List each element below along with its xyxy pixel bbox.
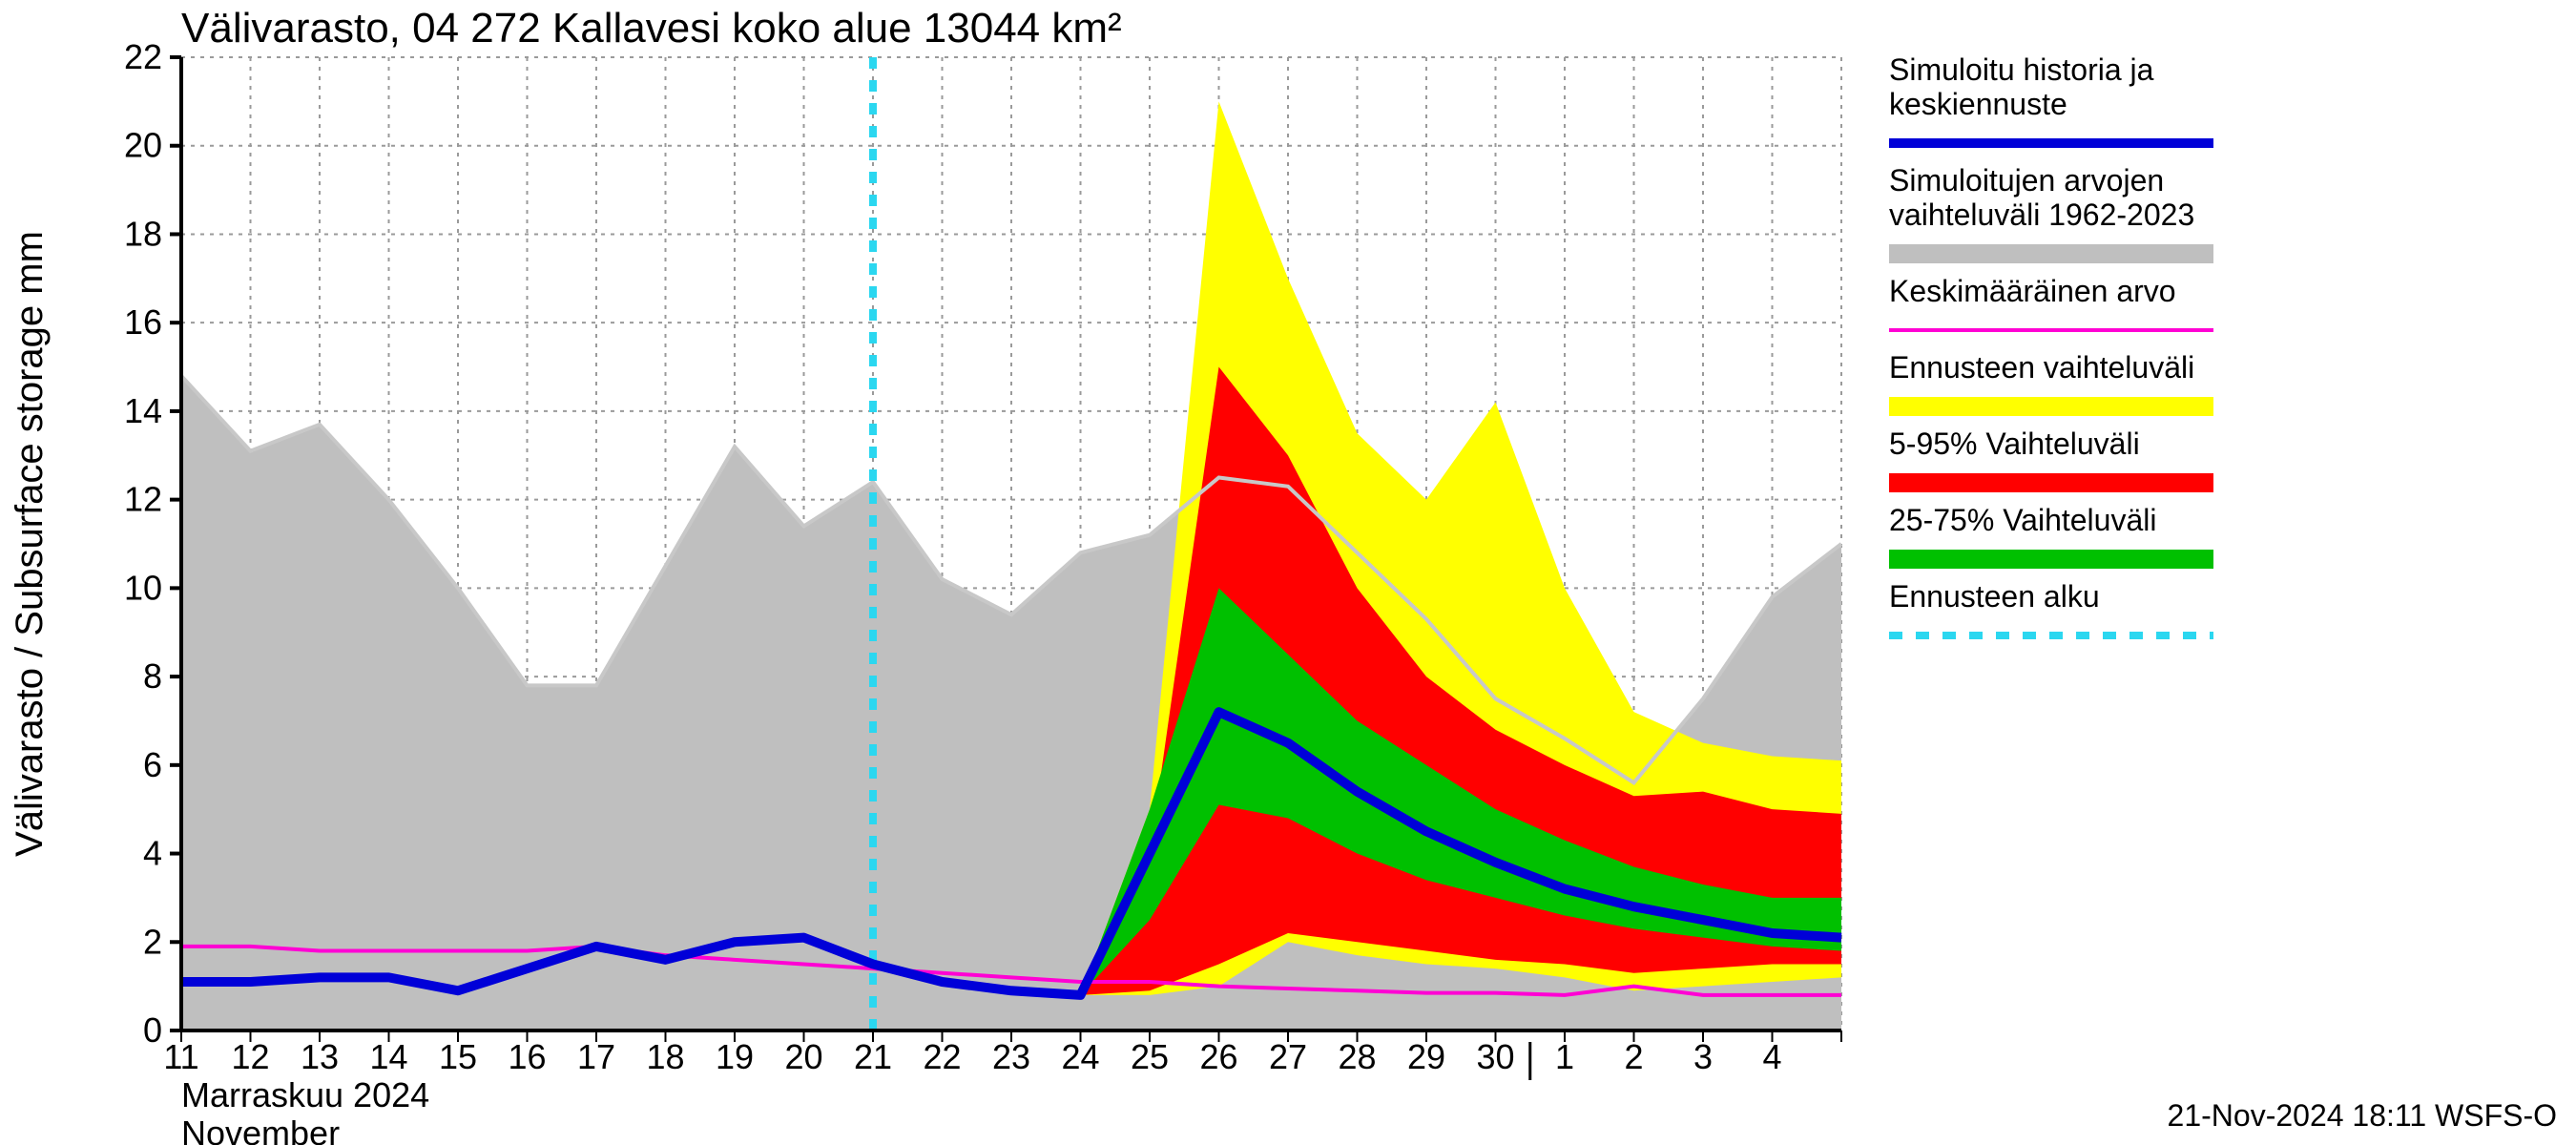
y-tick-label: 18 [124,214,162,253]
y-tick-label: 12 [124,480,162,519]
x-tick-label: 30 [1476,1037,1514,1076]
legend-label: Simuloitu historia ja [1889,52,2154,87]
legend-label: 25-75% Vaihteluväli [1889,503,2156,537]
legend-swatch [1889,244,2213,263]
x-tick-label: 12 [231,1037,269,1076]
x-tick-label: 27 [1269,1037,1307,1076]
x-tick-label: 13 [301,1037,339,1076]
y-tick-label: 6 [143,745,162,784]
x-tick-label: 21 [854,1037,892,1076]
x-sub-label: Marraskuu 2024 [181,1075,429,1114]
x-tick-label: 16 [508,1037,546,1076]
legend-swatch [1889,473,2213,492]
legend-label: vaihteluväli 1962-2023 [1889,198,2194,232]
x-tick-label: 4 [1762,1037,1781,1076]
x-tick-label: 1 [1555,1037,1574,1076]
y-axis-label: Välivarasto / Subsurface storage mm [9,231,51,857]
x-tick-label: 11 [163,1037,198,1076]
y-tick-label: 8 [143,656,162,696]
footer-timestamp: 21-Nov-2024 18:11 WSFS-O [2168,1098,2557,1133]
x-tick-label: 3 [1693,1037,1713,1076]
y-tick-label: 20 [124,126,162,165]
chart-title: Välivarasto, 04 272 Kallavesi koko alue … [181,5,1122,52]
x-tick-label: 26 [1199,1037,1237,1076]
x-tick-label: 25 [1131,1037,1169,1076]
y-tick-label: 4 [143,834,162,873]
x-tick-label: 15 [439,1037,477,1076]
chart-svg: 0246810121416182022111213141516171819202… [0,0,2576,1145]
x-tick-label: 23 [992,1037,1030,1076]
x-tick-label: 19 [716,1037,754,1076]
y-tick-label: 0 [143,1010,162,1050]
legend-label: 5-95% Vaihteluväli [1889,427,2140,461]
x-tick-label: 22 [923,1037,961,1076]
x-sub-label: November [181,1114,340,1145]
y-tick-label: 16 [124,302,162,342]
x-tick-label: 29 [1407,1037,1445,1076]
y-tick-label: 10 [124,568,162,607]
x-tick-label: 28 [1338,1037,1376,1076]
x-tick-label: 20 [784,1037,822,1076]
x-tick-label: 2 [1624,1037,1643,1076]
y-tick-label: 14 [124,391,162,430]
x-tick-label: 24 [1061,1037,1099,1076]
legend-label: Keskimääräinen arvo [1889,274,2176,308]
x-tick-label: 18 [646,1037,684,1076]
y-tick-label: 2 [143,922,162,961]
legend-label: keskiennuste [1889,87,2067,121]
legend-label: Ennusteen alku [1889,579,2100,614]
x-tick-label: 14 [369,1037,407,1076]
chart-stage: 0246810121416182022111213141516171819202… [0,0,2576,1145]
y-tick-label: 22 [124,37,162,76]
legend-swatch [1889,550,2213,569]
x-tick-label: 17 [577,1037,615,1076]
legend-label: Ennusteen vaihteluväli [1889,350,2194,385]
legend-swatch [1889,397,2213,416]
legend-label: Simuloitujen arvojen [1889,163,2164,198]
